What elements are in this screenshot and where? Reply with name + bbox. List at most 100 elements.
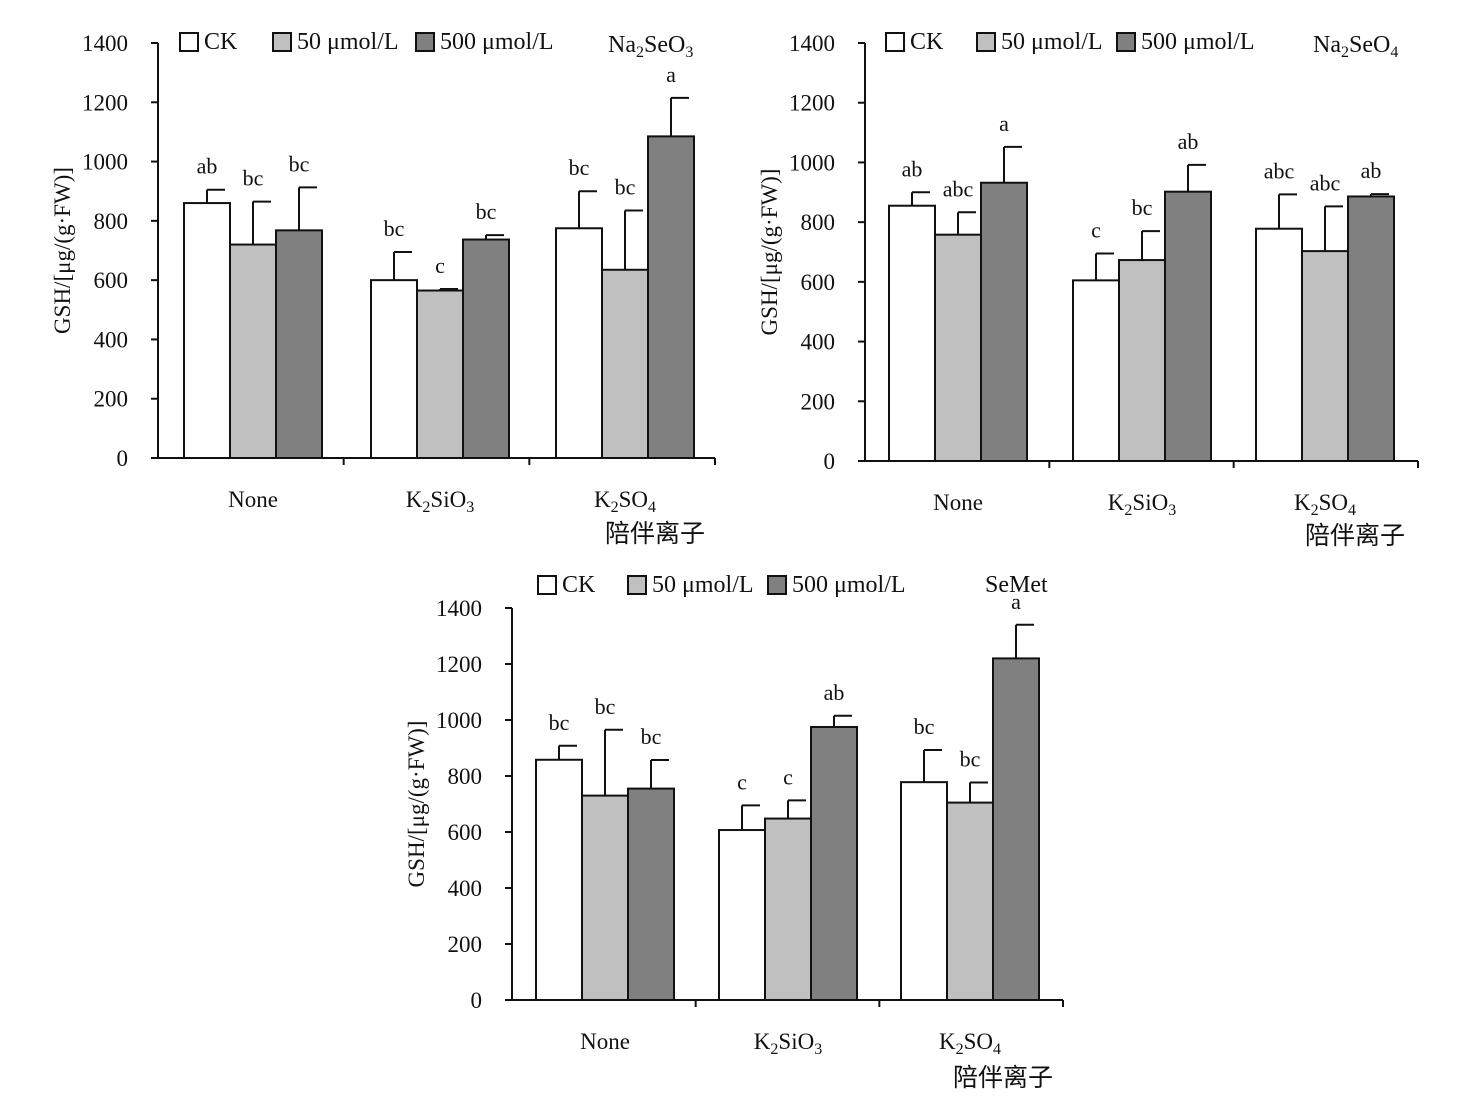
bar — [229, 243, 277, 459]
category-label: K2SO4 — [1294, 490, 1356, 519]
y-tick-label: 1400 — [789, 31, 835, 56]
significance-label: a — [999, 111, 1009, 136]
y-tick-label: 400 — [448, 876, 483, 901]
legend-swatch — [415, 32, 435, 52]
y-tick-label: 800 — [801, 210, 836, 235]
bar — [416, 289, 464, 459]
y-tick-label: 600 — [801, 270, 836, 295]
y-tick-label: 400 — [801, 330, 836, 355]
bar — [275, 229, 323, 459]
significance-label: ab — [902, 156, 923, 181]
bar — [934, 233, 982, 462]
legend-label: 50 μmol/L — [652, 572, 754, 598]
bar — [183, 202, 231, 459]
bar — [1072, 279, 1120, 462]
legend-label: 50 μmol/L — [297, 29, 399, 55]
x-axis-label: 陪伴离子 — [1305, 522, 1405, 550]
category-label: None — [933, 490, 983, 515]
legend-swatch — [885, 32, 905, 52]
significance-label: bc — [960, 746, 981, 771]
chart-title: SeMet — [985, 572, 1048, 598]
y-tick-label: 800 — [94, 209, 129, 234]
significance-label: c — [783, 764, 793, 789]
y-tick-label: 1400 — [436, 596, 482, 621]
legend-swatch — [1116, 32, 1136, 52]
y-tick-label: 1200 — [82, 90, 128, 115]
category-label: None — [580, 1029, 630, 1054]
y-tick-label: 600 — [94, 268, 129, 293]
legend-label: CK — [562, 572, 596, 598]
significance-label: abc — [1264, 158, 1295, 183]
category-label: None — [228, 487, 278, 512]
y-axis-label: GSH/[μg/(g·FW)] — [404, 721, 429, 888]
category-label: K2SiO3 — [406, 487, 474, 516]
legend-swatch — [767, 575, 787, 595]
significance-label: bc — [384, 216, 405, 241]
bar — [1255, 227, 1303, 462]
significance-label: bc — [476, 199, 497, 224]
significance-label: bc — [243, 166, 264, 191]
significance-label: bc — [595, 694, 616, 719]
significance-label: bc — [549, 710, 570, 735]
y-tick-label: 0 — [824, 449, 836, 474]
bar — [581, 794, 629, 1001]
y-tick-label: 1400 — [82, 31, 128, 56]
legend-label: 50 μmol/L — [1001, 29, 1103, 55]
bar — [1118, 259, 1166, 462]
category-label: K2SiO3 — [754, 1029, 822, 1058]
y-tick-label: 1200 — [436, 652, 482, 677]
legend-swatch — [976, 32, 996, 52]
significance-label: bc — [641, 724, 662, 749]
significance-label: ab — [197, 154, 218, 179]
bar — [718, 829, 766, 1001]
significance-label: abc — [943, 176, 974, 201]
legend-label: 500 μmol/L — [792, 572, 906, 598]
y-tick-label: 1000 — [789, 150, 835, 175]
y-tick-label: 1000 — [436, 708, 482, 733]
y-tick-label: 1000 — [82, 150, 128, 175]
legend-swatch — [179, 32, 199, 52]
significance-label: bc — [615, 174, 636, 199]
bar — [764, 817, 812, 1001]
bar — [555, 227, 603, 459]
x-axis-label: 陪伴离子 — [953, 1064, 1053, 1092]
legend-swatch — [272, 32, 292, 52]
significance-label: a — [1011, 589, 1021, 614]
significance-label: bc — [1132, 195, 1153, 220]
significance-label: bc — [569, 155, 590, 180]
bar — [888, 204, 936, 462]
bar — [601, 268, 649, 459]
bar — [1301, 250, 1349, 462]
y-tick-label: 800 — [448, 764, 483, 789]
legend-label: 500 μmol/L — [440, 29, 554, 55]
significance-label: bc — [289, 151, 310, 176]
y-tick-label: 0 — [471, 988, 483, 1013]
x-axis-label: 陪伴离子 — [605, 520, 705, 548]
significance-label: ab — [1361, 158, 1382, 183]
significance-label: c — [435, 253, 445, 278]
y-tick-label: 400 — [94, 327, 129, 352]
significance-label: ab — [824, 680, 845, 705]
legend-swatch — [627, 575, 647, 595]
significance-label: bc — [914, 714, 935, 739]
bar — [627, 787, 675, 1001]
category-label: K2SiO3 — [1108, 490, 1176, 519]
bar — [810, 726, 858, 1001]
y-tick-label: 200 — [801, 389, 836, 414]
bar — [980, 181, 1028, 463]
chart-panel-2: 0 200 400 600 800 1000 1200 1400 None K2SiO3 K2SO4… — [757, 29, 1419, 550]
significance-label: abc — [1310, 170, 1341, 195]
bar — [647, 135, 695, 459]
bar — [1164, 190, 1212, 462]
y-tick-label: 600 — [448, 820, 483, 845]
y-axis-label: GSH/[μg/(g·FW)] — [757, 169, 782, 336]
chart-title: Na2SeO3 — [608, 32, 693, 61]
bar — [900, 781, 948, 1001]
bar — [992, 657, 1040, 1002]
significance-label: a — [666, 62, 676, 87]
y-tick-label: 200 — [94, 387, 129, 412]
significance-label: c — [737, 769, 747, 794]
y-tick-label: 200 — [448, 932, 483, 957]
y-axis-label: GSH/[μg/(g·FW)] — [50, 167, 75, 334]
